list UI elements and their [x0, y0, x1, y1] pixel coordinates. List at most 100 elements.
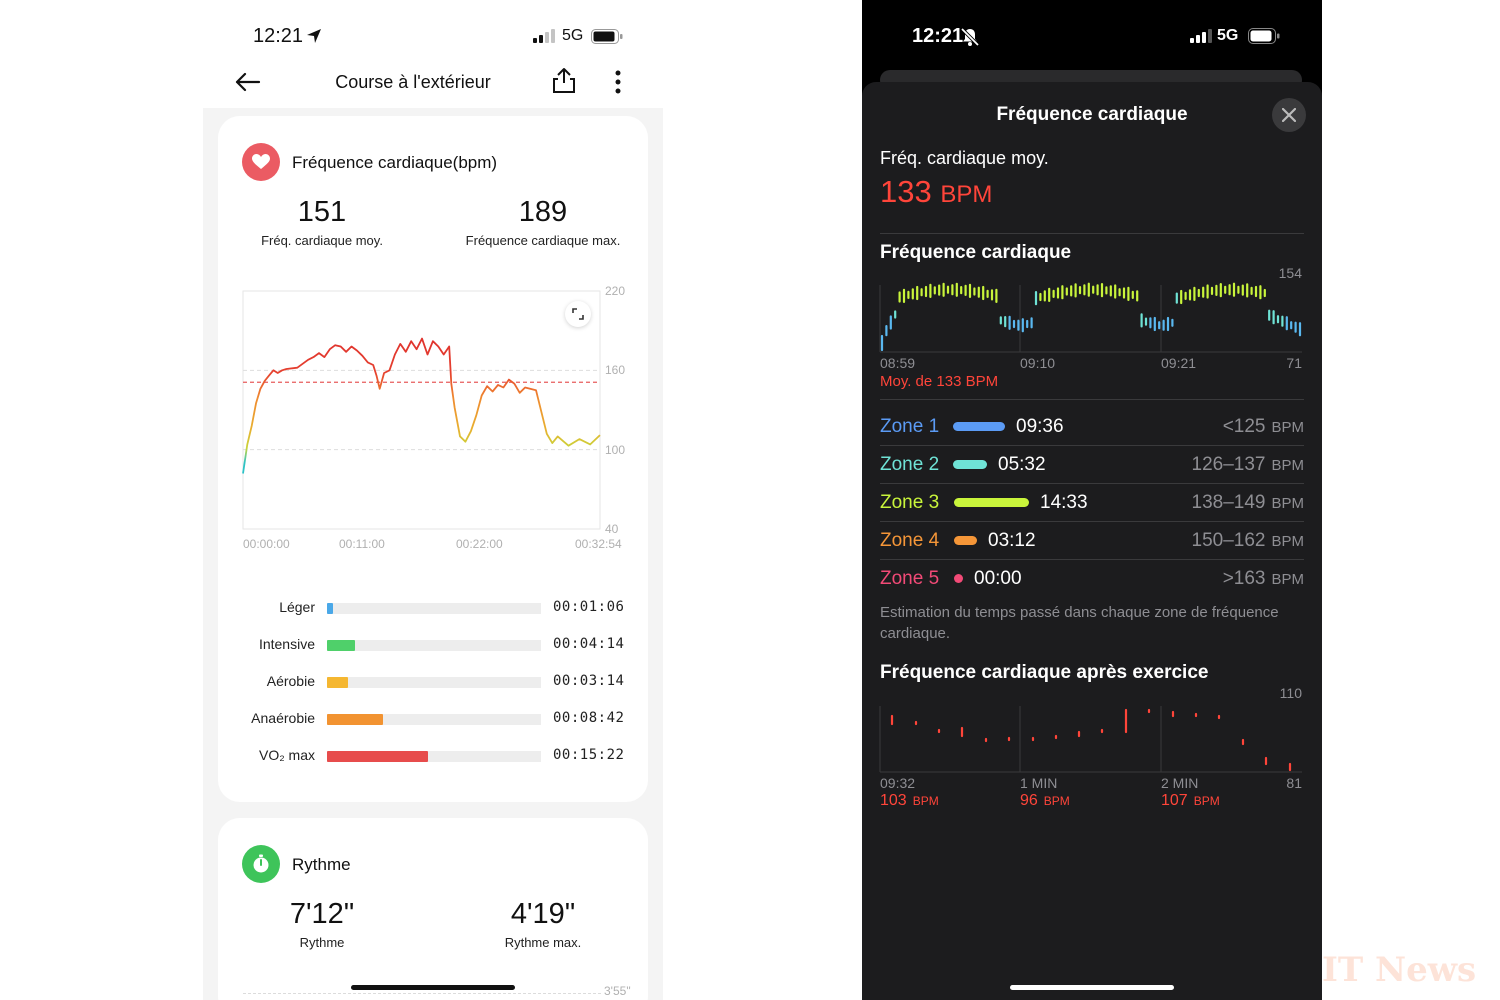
signal-icon: [533, 29, 555, 43]
zone-range-unit: BPM: [1271, 457, 1304, 474]
zone-range-unit: BPM: [1271, 571, 1304, 588]
x-tick-label: 08:59: [880, 355, 916, 371]
status-time: 12:21: [912, 25, 964, 47]
heart-rate-sheet: Fréquence cardiaque Fréq. cardiaque moy.…: [862, 82, 1322, 1000]
page-title: Course à l'extérieur: [335, 72, 491, 92]
avg-heart-rate-label: Fréq. cardiaque moy.: [261, 233, 383, 248]
zone-time: 00:04:14: [553, 636, 625, 652]
avg-pace-stat: 7'12" Rythme: [222, 898, 422, 950]
zone-range-unit: BPM: [1271, 495, 1304, 512]
zone-bar: [954, 536, 977, 545]
zone-range-value: >163: [1222, 568, 1266, 589]
zone-row: VO₂ max 00:15:22: [218, 746, 648, 766]
zone-row: Intensive 00:04:14: [218, 635, 648, 655]
zone-label: Intensive: [258, 636, 315, 652]
recovery-bpm-number: 103: [880, 792, 907, 809]
right-phone-screen: 12:21 5G Fréquence cardiaque Fréq. cardi…: [862, 0, 1322, 1000]
x-tick-label: 09:21: [1161, 355, 1197, 371]
expand-chart-button[interactable]: [565, 301, 591, 327]
zone-range-value: 138–149: [1191, 492, 1266, 513]
zone-range: >163 BPM: [1223, 568, 1304, 590]
average-note: Moy. de 133 BPM: [880, 373, 999, 390]
zone-bar: [953, 460, 987, 469]
watermark-logo: IT News: [1322, 950, 1477, 990]
max-pace-value: 4'19": [510, 898, 576, 930]
home-indicator[interactable]: [1010, 985, 1174, 990]
recovery-bpm-unit: BPM: [1043, 794, 1070, 808]
zone-row: Zone 5 00:00 >163 BPM: [880, 560, 1304, 598]
y-min-label: 81: [1286, 775, 1302, 791]
zone-bar-track: [327, 640, 541, 651]
x-tick-label: 00:32:54: [575, 537, 622, 551]
zone-bar-fill: [327, 603, 334, 614]
expand-icon: [572, 308, 584, 320]
zone-label: Aérobie: [266, 673, 315, 689]
zone-bar: [954, 498, 1029, 507]
zone-range-unit: BPM: [1271, 533, 1304, 550]
zone-time: 00:03:14: [553, 673, 625, 689]
avg-bpm-number: 133: [880, 174, 932, 209]
zone-name: Zone 5: [880, 568, 940, 589]
share-icon[interactable]: [551, 66, 577, 94]
status-bar: 12:21 5G: [203, 0, 663, 62]
zone-note: Estimation du temps passé dans chaque zo…: [880, 604, 1279, 642]
pace-card: Rythme 7'12" Rythme 4'19" Rythme max.: [218, 818, 648, 1000]
row-divider: [880, 483, 1304, 484]
y-tick-label: 220: [605, 284, 626, 298]
zone-row: Zone 1 09:36 <125 BPM: [880, 408, 1304, 446]
x-tick-label: 2 MIN: [1161, 775, 1199, 791]
battery-icon: [1248, 28, 1280, 44]
heart-rate-range-chart: [879, 282, 1302, 353]
heart-rate-line-chart: [242, 290, 601, 530]
divider: [880, 399, 1304, 400]
y-tick-label: 40: [605, 522, 619, 536]
x-tick-label: 09:32: [880, 775, 916, 791]
back-arrow-icon[interactable]: [233, 70, 261, 94]
chart-frame: [242, 290, 601, 530]
y-max-label: 110: [1279, 685, 1302, 701]
recovery-bpm-unit: BPM: [1193, 794, 1220, 808]
heart-icon: [242, 143, 280, 181]
zone-bar-track: [327, 677, 541, 688]
zone-range: <125 BPM: [1223, 416, 1304, 438]
heart-rate-series-line: [242, 337, 601, 474]
status-time: 12:21: [253, 25, 304, 47]
zone-label: Léger: [279, 599, 315, 615]
recovery-point-value: 96 BPM: [1020, 792, 1070, 810]
zone-time: 05:32: [998, 454, 1046, 475]
zone-time: 03:12: [988, 530, 1036, 551]
heart-rate-card: Fréquence cardiaque(bpm) 151 Fréq. cardi…: [218, 116, 648, 802]
x-tick-label: 00:00:00: [243, 537, 290, 551]
zone-bar: [953, 422, 1005, 431]
recovery-bpm-number: 107: [1161, 792, 1188, 809]
zone-range: 138–149 BPM: [1192, 492, 1304, 514]
pace-chart-tick: 3'55": [604, 984, 631, 998]
y-tick-label: 160: [605, 363, 626, 378]
heart-rate-title: Fréquence cardiaque(bpm): [292, 153, 498, 172]
home-indicator[interactable]: [351, 985, 515, 990]
avg-bpm-unit: BPM: [940, 181, 993, 208]
zone-time: 09:36: [1016, 416, 1064, 437]
max-pace-label: Rythme max.: [504, 935, 582, 950]
sheet-title: Fréquence cardiaque: [996, 104, 1188, 125]
zone-row: Anaérobie 00:08:42: [218, 709, 648, 729]
avg-pace-label: Rythme: [299, 935, 345, 950]
zone-time: 00:00: [974, 568, 1022, 589]
zone-bar-track: [327, 751, 541, 762]
zone-range: 126–137 BPM: [1192, 454, 1304, 476]
more-options-icon[interactable]: [613, 70, 623, 96]
zone-label: VO₂ max: [259, 747, 315, 763]
zone-bar: [954, 574, 963, 583]
zone-range-value: 150–162: [1191, 530, 1266, 551]
max-heart-rate-value: 189: [518, 196, 568, 228]
zone-row: Aérobie 00:03:14: [218, 672, 648, 692]
recovery-bpm-number: 96: [1020, 792, 1038, 809]
close-button[interactable]: [1272, 98, 1306, 132]
close-icon: [1282, 108, 1296, 122]
zone-bar-fill: [327, 677, 349, 688]
recovery-point-value: 107 BPM: [1161, 792, 1220, 810]
zone-time: 00:15:22: [553, 747, 625, 763]
zone-name: Zone 4: [880, 530, 940, 551]
x-tick-label: 1 MIN: [1020, 775, 1058, 791]
